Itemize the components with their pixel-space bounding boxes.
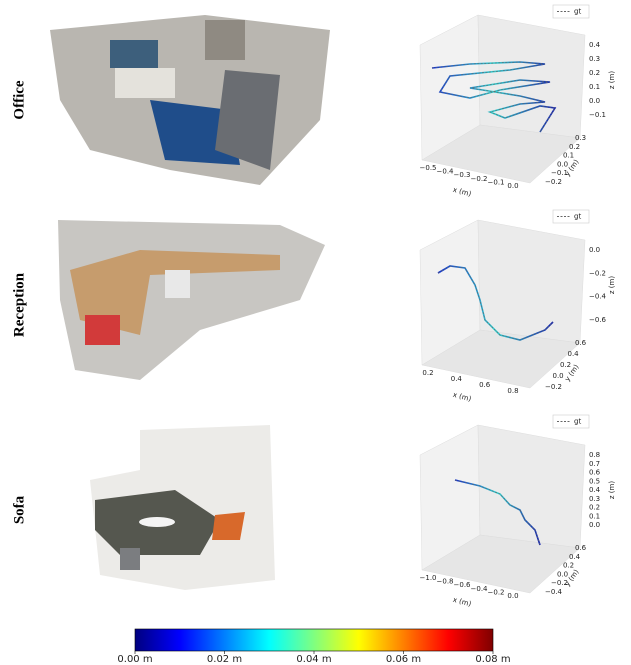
z-tick-label: 0.5 [589, 477, 600, 485]
x-tick-label: 0.8 [507, 387, 518, 395]
z-tick-label: 0.1 [589, 512, 600, 520]
x-tick-label: −0.2 [471, 175, 488, 183]
legend-label: gt [574, 213, 581, 221]
z-tick-label: 0.8 [589, 451, 600, 459]
scene-office [50, 15, 330, 185]
gt-trajectory [454, 479, 541, 546]
pane [477, 424, 586, 549]
x-tick-label: 0.4 [451, 375, 463, 383]
z-tick-label: 0.3 [589, 495, 600, 503]
row-label: Sofa [11, 495, 27, 524]
colorbar-label: 0.08 m [475, 654, 510, 665]
legend-box [552, 209, 590, 224]
z-axis-label: z (m) [608, 71, 616, 89]
x-tick-label: −0.1 [488, 178, 505, 186]
legend-label: gt [574, 8, 581, 16]
z-tick-label: −0.4 [589, 293, 607, 301]
x-tick-label: 0.2 [422, 369, 433, 377]
x-tick-label: −0.4 [437, 168, 455, 176]
z-tick-label: 0.0 [589, 97, 600, 105]
colorbar-label: 0.02 m [207, 654, 242, 665]
y-tick-label: −0.2 [545, 383, 562, 391]
y-tick-label: −0.2 [545, 178, 562, 186]
row-label: Office [11, 80, 27, 119]
x-axis-label: x (m) [452, 391, 472, 404]
x-tick-label: 0.0 [507, 182, 518, 190]
colorbar-label: 0.06 m [386, 654, 421, 665]
legend-label: gt [574, 418, 581, 426]
y-tick-label: 0.0 [553, 372, 564, 380]
x-tick-label: 0.0 [507, 592, 518, 600]
legend-box [552, 4, 590, 19]
x-tick-label: −0.8 [437, 578, 454, 586]
x-tick-label: −1.0 [420, 574, 437, 582]
x-tick-label: −0.3 [454, 171, 471, 179]
y-tick-label: −0.2 [551, 579, 568, 587]
gt-trajectory [437, 265, 554, 341]
z-tick-label: 0.1 [589, 83, 600, 91]
x-tick-label: −0.4 [471, 585, 489, 593]
colorbar-label: 0.00 m [117, 654, 152, 665]
y-tick-label: 0.3 [575, 134, 586, 142]
z-tick-label: 0.7 [589, 460, 600, 468]
x-axis-label: x (m) [452, 596, 472, 609]
y-tick-label: 0.6 [575, 339, 587, 347]
y-tick-label: 0.2 [569, 143, 580, 151]
y-tick-label: 0.2 [560, 361, 571, 369]
y-tick-label: 0.4 [569, 553, 581, 561]
z-axis-label: z (m) [608, 481, 616, 499]
trajectory [431, 61, 557, 133]
z-tick-label: 0.0 [589, 521, 600, 529]
pane [421, 124, 581, 184]
pane [421, 329, 581, 389]
y-tick-label: 0.2 [563, 562, 574, 570]
z-tick-label: 0.0 [589, 246, 600, 254]
y-tick-label: 0.6 [575, 544, 587, 552]
z-tick-label: 0.3 [589, 55, 600, 63]
scene-sofa [90, 425, 275, 590]
z-tick-label: 0.2 [589, 504, 600, 512]
z-tick-label: 0.6 [589, 469, 601, 477]
colorbar-label: 0.04 m [296, 654, 331, 665]
pane [477, 14, 586, 139]
z-axis-label: z (m) [608, 276, 616, 294]
x-tick-label: 0.6 [479, 381, 491, 389]
z-tick-label: 0.2 [589, 69, 600, 77]
pane [477, 219, 586, 344]
pane [421, 534, 581, 594]
y-tick-label: −0.1 [551, 169, 568, 177]
z-tick-label: −0.6 [589, 316, 607, 324]
row-label: Reception [11, 272, 27, 337]
x-tick-label: −0.2 [488, 588, 505, 596]
z-tick-label: −0.1 [589, 111, 606, 119]
x-tick-label: −0.5 [420, 164, 437, 172]
y-tick-label: 0.1 [563, 152, 574, 160]
colorbar [134, 628, 494, 652]
z-tick-label: 0.4 [589, 486, 601, 494]
legend-box [552, 414, 590, 429]
z-tick-label: 0.4 [589, 41, 601, 49]
x-axis-label: x (m) [452, 186, 472, 199]
y-tick-label: −0.4 [545, 588, 563, 596]
y-tick-label: 0.0 [557, 570, 568, 578]
y-tick-label: 0.4 [568, 350, 580, 358]
scene-reception [58, 220, 325, 380]
y-tick-label: 0.0 [557, 160, 568, 168]
z-tick-label: −0.2 [589, 269, 606, 277]
x-tick-label: −0.6 [454, 581, 472, 589]
